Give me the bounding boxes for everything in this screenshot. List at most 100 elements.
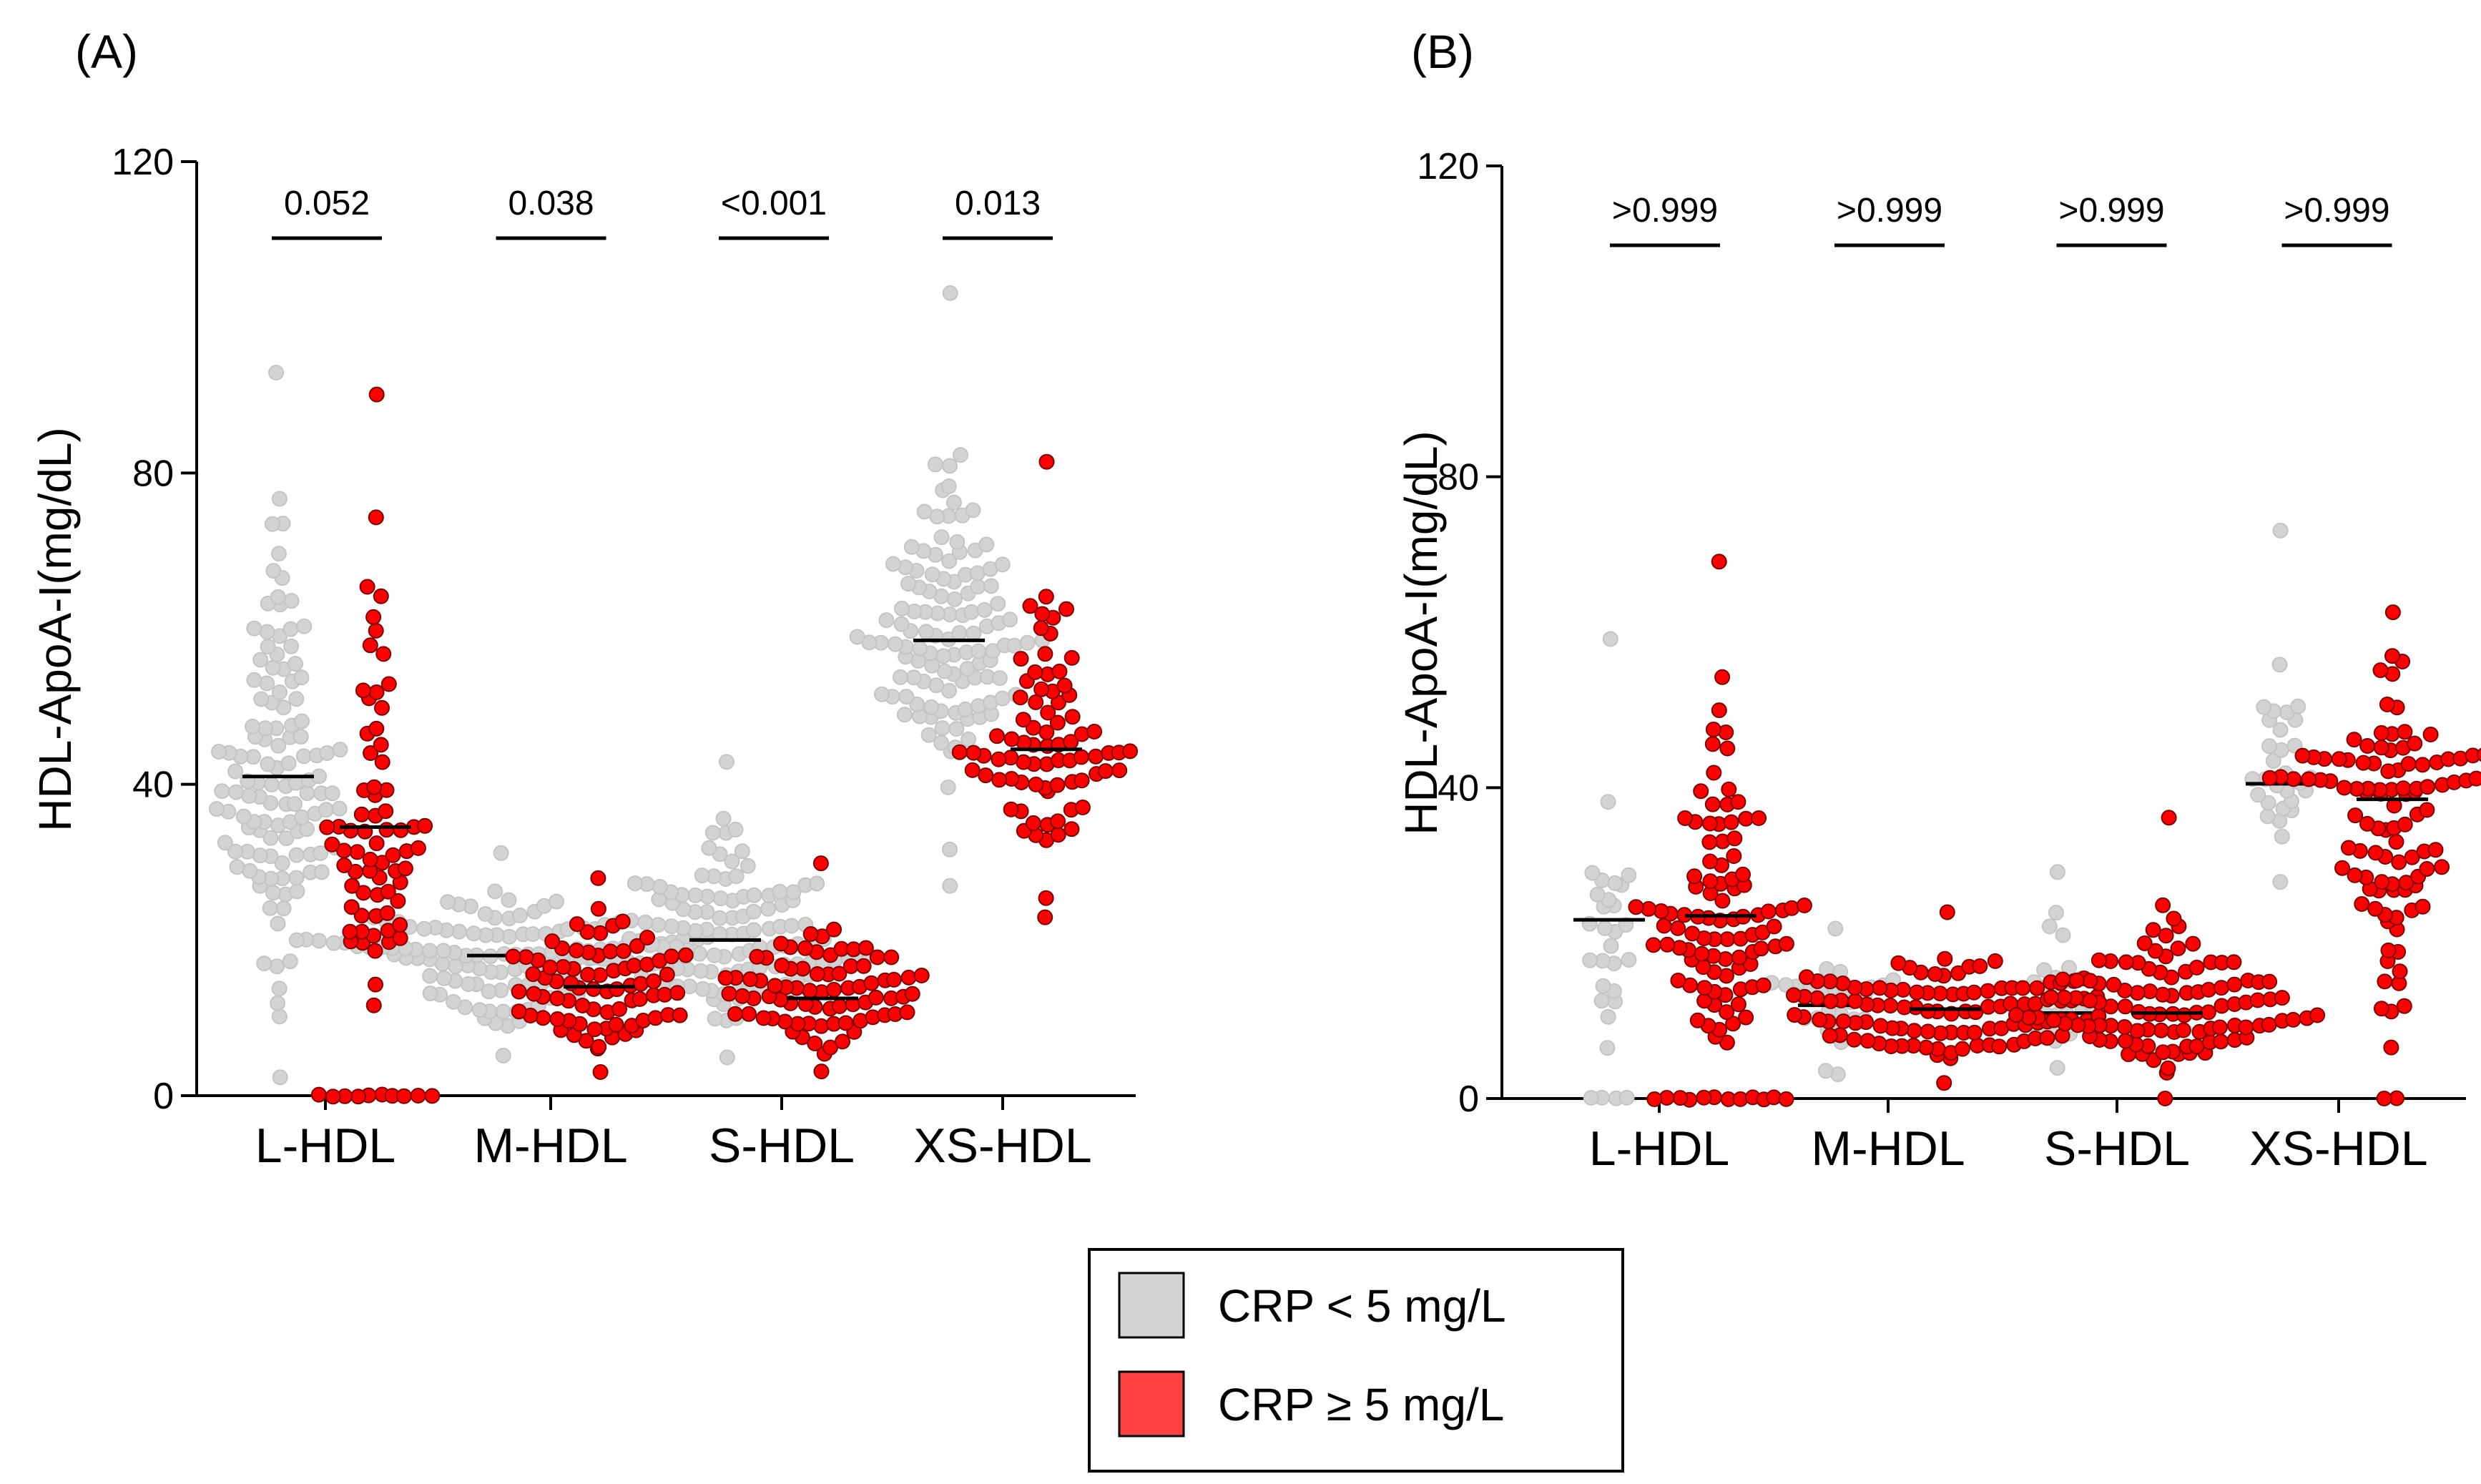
data-point — [694, 868, 710, 884]
category-label: M-HDL — [1811, 1121, 1965, 1176]
data-point — [735, 988, 750, 1004]
data-point — [579, 924, 596, 940]
data-point — [1835, 1013, 1852, 1030]
data-point — [260, 756, 276, 772]
data-point — [585, 981, 601, 997]
data-point — [755, 1010, 772, 1026]
data-point — [727, 822, 744, 837]
data-point — [1027, 664, 1043, 680]
data-point — [2468, 770, 2481, 787]
data-point — [353, 806, 370, 822]
data-point — [719, 1049, 735, 1066]
p-value-label: <0.001 — [721, 185, 827, 222]
data-point — [436, 970, 452, 986]
data-point — [311, 768, 328, 785]
data-point — [493, 845, 509, 861]
data-point — [228, 784, 245, 800]
category-label: XS-HDL — [2249, 1121, 2427, 1176]
data-point — [1593, 993, 1610, 1009]
data-point — [2347, 867, 2363, 883]
data-point — [1670, 920, 1686, 936]
p-value-label: >0.999 — [1612, 192, 1718, 230]
data-point — [1049, 777, 1066, 793]
data-point — [1721, 781, 1737, 797]
data-point — [288, 847, 305, 863]
data-point — [2384, 604, 2401, 621]
data-point — [2414, 757, 2431, 773]
data-point — [2396, 998, 2412, 1014]
data-point — [2188, 959, 2205, 976]
data-point — [293, 669, 310, 686]
data-point — [1037, 646, 1053, 662]
data-point — [268, 365, 285, 380]
data-point — [2392, 963, 2408, 980]
data-point — [368, 976, 383, 993]
data-point — [694, 981, 711, 997]
data-point — [214, 783, 230, 800]
data-point — [310, 1086, 327, 1103]
data-point — [1063, 649, 1080, 666]
data-point — [2290, 698, 2306, 714]
data-point — [1672, 1090, 1689, 1106]
data-point — [350, 1089, 366, 1105]
data-point — [1909, 984, 1925, 1001]
data-point — [353, 908, 370, 924]
data-point — [2414, 898, 2431, 915]
data-point — [1033, 620, 1049, 637]
data-point — [863, 975, 880, 991]
data-point — [991, 670, 1008, 687]
data-point — [393, 822, 409, 838]
data-point — [802, 926, 819, 942]
data-point — [790, 1016, 806, 1032]
data-point — [1822, 993, 1839, 1009]
data-point — [1645, 937, 1661, 953]
data-point — [1822, 1028, 1838, 1044]
legend-label-low-crp: CRP < 5 mg/L — [1218, 1280, 1506, 1332]
data-point — [746, 922, 762, 938]
data-point — [1040, 704, 1056, 721]
data-point — [1038, 589, 1054, 605]
data-point — [227, 843, 243, 860]
data-point — [1991, 1038, 2008, 1055]
data-point — [368, 509, 384, 526]
data-point — [1796, 898, 1812, 913]
data-point — [342, 923, 358, 940]
data-point — [1714, 893, 1731, 909]
data-point — [270, 546, 287, 562]
data-point — [287, 796, 303, 812]
data-point — [378, 803, 394, 820]
data-point — [2274, 990, 2290, 1006]
data-point — [2419, 802, 2435, 818]
data-point — [849, 629, 865, 645]
legend: CRP < 5 mg/L CRP ≥ 5 mg/L — [1088, 1248, 1624, 1473]
data-point — [2250, 787, 2266, 803]
data-point — [1738, 1009, 1754, 1026]
data-point — [1038, 890, 1054, 906]
data-point — [2082, 973, 2098, 989]
data-point — [362, 851, 378, 868]
data-point — [637, 914, 654, 930]
data-point — [555, 959, 571, 975]
data-point — [940, 478, 957, 494]
data-point — [2129, 985, 2146, 1001]
data-point — [318, 802, 334, 818]
data-point — [269, 958, 285, 975]
data-point — [1730, 794, 1746, 810]
data-point — [2160, 1060, 2176, 1076]
data-point — [1711, 554, 1727, 570]
data-point — [900, 969, 917, 986]
data-point — [487, 883, 503, 900]
data-point — [946, 591, 963, 607]
data-point — [1628, 899, 1644, 915]
data-point — [380, 676, 397, 692]
data-point — [365, 997, 382, 1013]
data-point — [2158, 928, 2174, 944]
data-point — [2116, 1019, 2133, 1035]
data-point — [1694, 945, 1710, 962]
data-point — [1704, 796, 1721, 812]
data-point — [1753, 940, 1769, 957]
data-point — [1086, 724, 1103, 739]
data-point — [227, 763, 244, 780]
data-point — [1701, 815, 1718, 832]
data-point — [270, 915, 286, 932]
